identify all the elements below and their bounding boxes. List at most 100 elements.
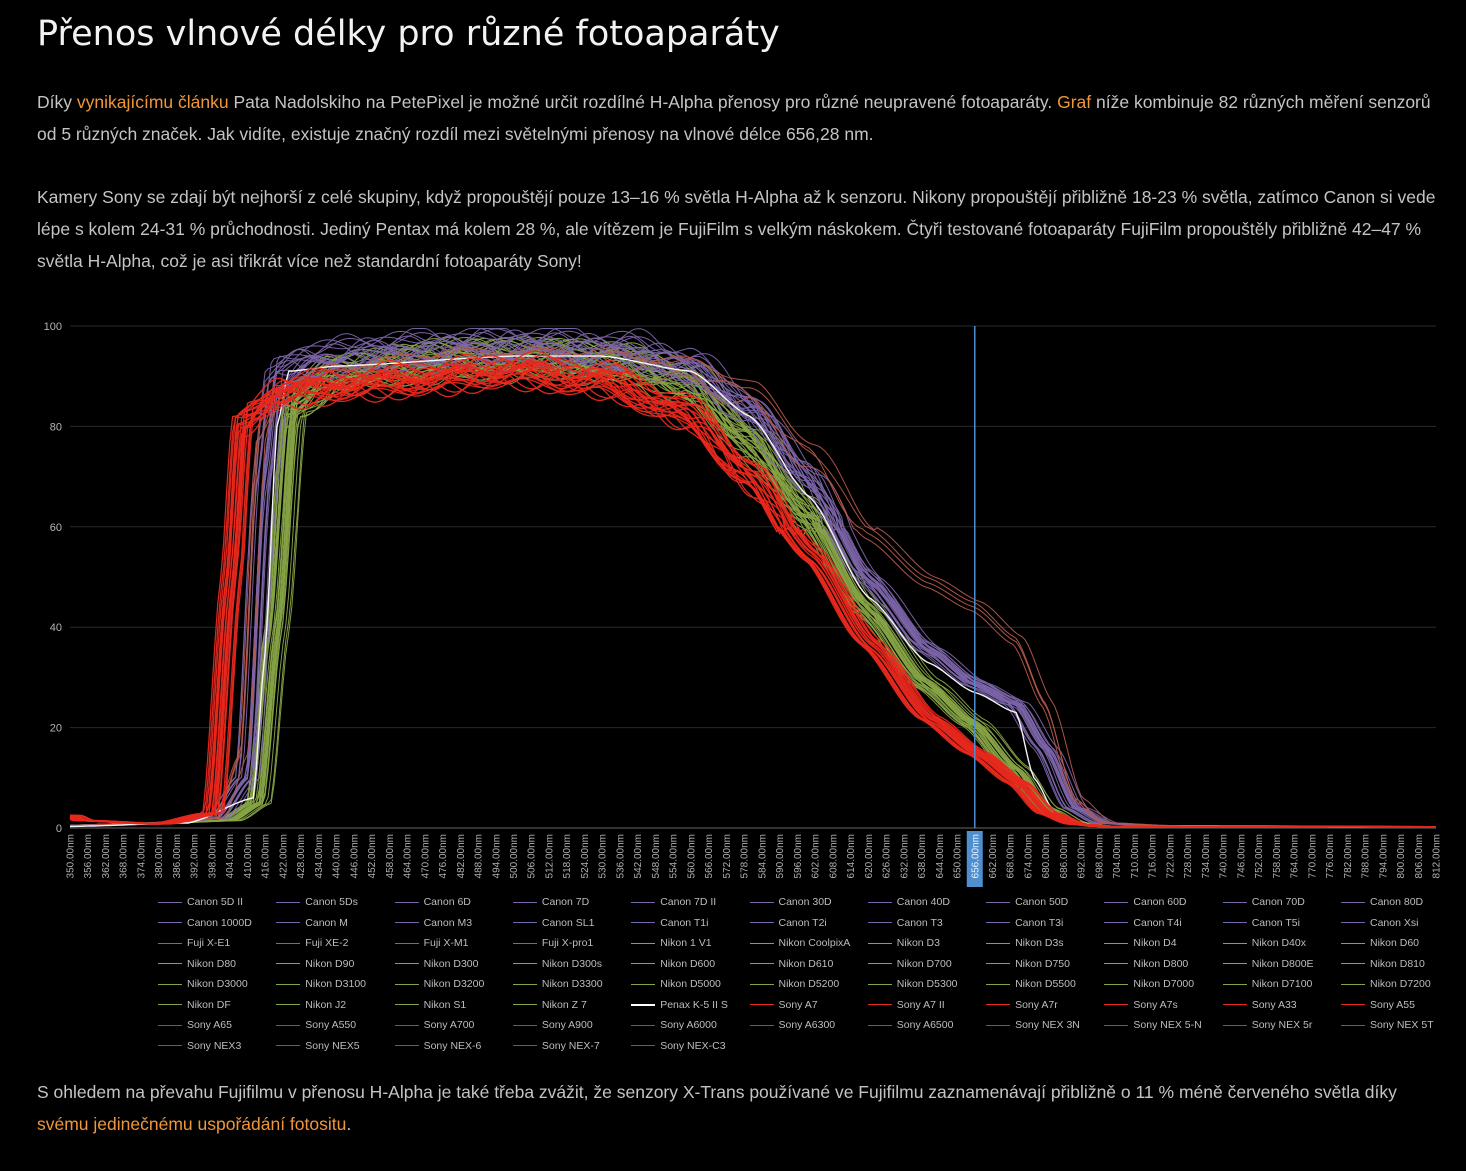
legend-item[interactable]: Sony NEX 5r: [1222, 1015, 1312, 1035]
legend-item[interactable]: Canon 30D: [749, 892, 832, 912]
legend-item[interactable]: Nikon 1 V1: [631, 933, 712, 953]
legend-item[interactable]: Nikon D5000: [631, 974, 721, 994]
legend-item[interactable]: Nikon D4: [1104, 933, 1177, 953]
legend-item[interactable]: Nikon D610: [749, 954, 833, 974]
legend-item[interactable]: Nikon D7200: [1341, 974, 1431, 994]
legend-item[interactable]: Sony NEX5: [276, 1036, 360, 1056]
graph-link[interactable]: Graf: [1057, 92, 1092, 112]
legend-item[interactable]: Sony NEX-6: [394, 1036, 481, 1056]
legend-item[interactable]: Fuji X-pro1: [512, 933, 593, 953]
legend-item[interactable]: Nikon D40x: [1222, 933, 1306, 953]
legend-item[interactable]: Nikon D600: [631, 954, 715, 974]
legend-item[interactable]: Canon 1000D: [158, 913, 252, 933]
legend-item[interactable]: Nikon D810: [1341, 954, 1425, 974]
x-tick-label: 386.00nm: [172, 834, 183, 878]
legend-item[interactable]: Nikon D3s: [986, 933, 1064, 953]
x-tick-label: 404.00nm: [225, 834, 236, 878]
x-tick-label: 470.00nm: [420, 834, 431, 878]
legend-item[interactable]: Nikon D3100: [276, 974, 366, 994]
legend-item[interactable]: Sony A700: [394, 1015, 474, 1035]
legend-item[interactable]: Canon T3: [867, 913, 943, 933]
article-link[interactable]: vynikajícímu článku: [76, 92, 229, 112]
legend-swatch: [631, 922, 656, 923]
legend-item[interactable]: Sony NEX-7: [512, 1036, 600, 1056]
legend-item[interactable]: Sony A7: [749, 995, 818, 1015]
legend-item[interactable]: Nikon D3200: [394, 974, 484, 994]
legend-item[interactable]: Canon 50D: [986, 892, 1068, 912]
legend-item[interactable]: Canon T2i: [749, 913, 827, 933]
legend-swatch: [158, 922, 182, 923]
legend-item[interactable]: Sony NEX 5T: [1341, 1015, 1434, 1035]
legend-item[interactable]: Sony A7 II: [867, 995, 945, 1015]
x-tick-label: 698.00nm: [1094, 834, 1105, 878]
legend-item[interactable]: Canon 70D: [1222, 892, 1305, 912]
legend-item[interactable]: Nikon D3000: [158, 974, 248, 994]
legend-item[interactable]: Nikon J2: [276, 995, 346, 1015]
legend-item[interactable]: Sony A6500: [867, 1015, 953, 1035]
legend-item[interactable]: Nikon D3: [867, 933, 940, 953]
legend-item[interactable]: Nikon D800E: [1222, 954, 1314, 974]
legend-item[interactable]: Canon T3i: [986, 913, 1063, 933]
legend-item[interactable]: Nikon D750: [986, 954, 1070, 974]
legend-item[interactable]: Nikon D7000: [1104, 974, 1194, 994]
legend-swatch: [512, 983, 537, 985]
legend-item[interactable]: Nikon D800: [1104, 954, 1188, 974]
legend-item[interactable]: Nikon D5300: [867, 974, 958, 994]
legend-item[interactable]: Sony A550: [276, 1015, 356, 1035]
legend-item[interactable]: Sony A55: [1341, 995, 1415, 1015]
legend-item[interactable]: Canon 7D II: [631, 892, 716, 912]
legend-item[interactable]: Sony A900: [512, 1015, 593, 1035]
legend-item[interactable]: Sony NEX 3N: [986, 1015, 1080, 1035]
legend-item[interactable]: Sony A6300: [749, 1015, 835, 1035]
legend-item[interactable]: Canon 5Ds: [276, 892, 358, 912]
legend-item[interactable]: Nikon D5200: [749, 974, 839, 994]
legend-item[interactable]: Fuji XE-2: [276, 933, 348, 953]
legend-item[interactable]: Sony NEX3: [158, 1036, 241, 1056]
fotosite-link[interactable]: svému jedinečnému uspořádání fotositu: [37, 1114, 347, 1134]
legend-item[interactable]: Canon M3: [394, 913, 472, 933]
legend-item[interactable]: Sony A6000: [631, 1015, 717, 1035]
legend-item[interactable]: Nikon S1: [394, 995, 466, 1015]
legend-item[interactable]: Canon T4i: [1104, 913, 1182, 933]
legend-item[interactable]: Sony NEX 5-N: [1104, 1015, 1202, 1035]
legend-item[interactable]: Nikon D700: [867, 954, 952, 974]
legend-item[interactable]: Fuji X-M1: [394, 933, 469, 953]
legend-item[interactable]: Nikon D300s: [512, 954, 602, 974]
x-tick-label: 740.00nm: [1219, 834, 1230, 878]
legend-item[interactable]: Canon T1i: [631, 913, 708, 933]
legend-item[interactable]: Sony A7s: [1104, 995, 1178, 1015]
legend-item[interactable]: Nikon Z 7: [512, 995, 587, 1015]
legend-item[interactable]: Nikon D7100: [1222, 974, 1312, 994]
legend-item[interactable]: Canon 40D: [867, 892, 950, 912]
legend-item[interactable]: Canon 6D: [394, 892, 471, 912]
x-tick-label: 620.00nm: [864, 834, 875, 878]
x-tick-label: 752.00nm: [1254, 834, 1265, 878]
legend-item[interactable]: Nikon D300: [394, 954, 478, 974]
legend-item[interactable]: Penax K-5 II S: [631, 995, 728, 1015]
legend-item[interactable]: Nikon D3300: [512, 974, 603, 994]
legend-item[interactable]: Nikon D90: [276, 954, 354, 974]
x-tick-label: 446.00nm: [349, 834, 360, 878]
legend-item[interactable]: Sony A7r: [986, 995, 1058, 1015]
legend-item[interactable]: Canon 7D: [512, 892, 589, 912]
legend-item[interactable]: Sony NEX-C3: [631, 1036, 726, 1056]
legend-item[interactable]: Canon T5i: [1222, 913, 1300, 933]
legend-label: Nikon CoolpixA: [778, 937, 851, 949]
x-tick-label: 608.00nm: [828, 834, 839, 878]
legend-item[interactable]: Canon Xsi: [1341, 913, 1418, 933]
legend-label: Canon 7D II: [660, 896, 717, 908]
legend-item[interactable]: Nikon D80: [158, 954, 236, 974]
legend-item[interactable]: Nikon DF: [158, 995, 231, 1015]
legend-item[interactable]: Nikon D60: [1341, 933, 1419, 953]
intro-text-2: Pata Nadolskiho na PetePixel je možné ur…: [228, 92, 1058, 112]
legend-item[interactable]: Canon 60D: [1104, 892, 1187, 912]
legend-item[interactable]: Canon 5D II: [158, 892, 243, 912]
legend-item[interactable]: Nikon CoolpixA: [749, 933, 851, 953]
legend-item[interactable]: Canon 80D: [1341, 892, 1423, 912]
legend-item[interactable]: Nikon D5500: [986, 974, 1076, 994]
legend-item[interactable]: Canon SL1: [512, 913, 594, 933]
legend-item[interactable]: Sony A33: [1222, 995, 1297, 1015]
legend-item[interactable]: Sony A65: [158, 1015, 232, 1035]
legend-item[interactable]: Fuji X-E1: [158, 933, 230, 953]
legend-item[interactable]: Canon M: [276, 913, 348, 933]
